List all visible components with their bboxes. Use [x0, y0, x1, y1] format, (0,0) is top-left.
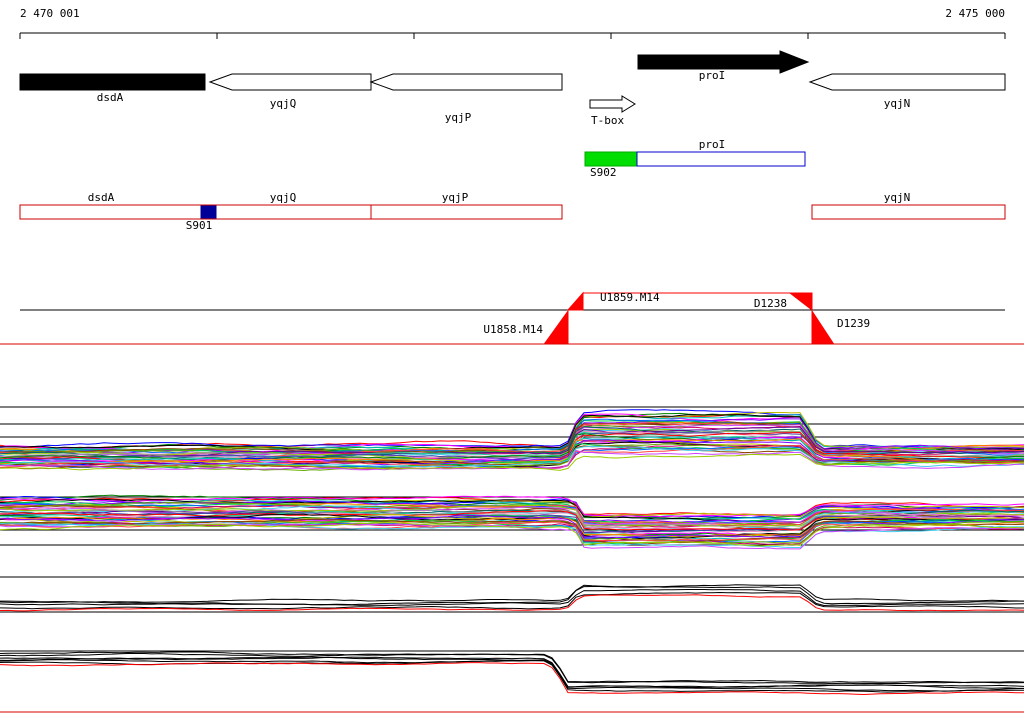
profile-line: [0, 662, 1024, 696]
profile-line: [0, 584, 1024, 603]
shift-ramp-U1858.M14: [544, 309, 569, 344]
gene-T-box[interactable]: [589, 95, 636, 113]
annotation-box-dsdA-yqjQ-yqjP[interactable]: [19, 204, 563, 220]
transcript-S902[interactable]: [584, 151, 638, 167]
profile-line: [0, 589, 1024, 607]
profile-line: [0, 660, 1024, 693]
profile-line: [0, 439, 1024, 466]
shift-ramp-D1239: [811, 309, 834, 344]
profile-line: [0, 591, 1024, 610]
gene-yqjQ[interactable]: [208, 73, 372, 91]
gene-proI[interactable]: [637, 50, 810, 74]
profile-line: [0, 495, 1024, 518]
profile-line: [0, 496, 1024, 516]
profile-line: [0, 443, 1024, 469]
profile-line: [0, 504, 1024, 527]
profile-line: [0, 518, 1024, 545]
profile-line: [0, 656, 1024, 689]
gene-label-T-box: T-box: [591, 114, 624, 127]
profile-line: [0, 453, 1024, 471]
shift-label-U1859.M14: U1859.M14: [600, 291, 660, 304]
profile-line: [0, 506, 1024, 526]
transcript-label-proI-mRNA: proI: [699, 138, 726, 151]
shift-ramp-U1859.M14: [566, 291, 584, 311]
gene-label-proI: proI: [699, 69, 726, 82]
gene-label-yqjP: yqjP: [445, 111, 472, 124]
ruler-end-coordinate: 2 475 000: [945, 7, 1005, 20]
profile-line: [0, 521, 1024, 542]
annotation-label: yqjN: [884, 191, 911, 204]
transcript-proI-mRNA[interactable]: [636, 151, 806, 167]
gene-label-yqjQ: yqjQ: [270, 97, 297, 110]
marker-label-S901: S901: [186, 219, 213, 232]
annotation-label: yqjQ: [270, 191, 297, 204]
gene-label-dsdA: dsdA: [97, 91, 124, 104]
transcript-label-S902: S902: [590, 166, 617, 179]
gene-label-yqjN: yqjN: [884, 97, 911, 110]
marker-S901[interactable]: [200, 205, 217, 219]
profile-line: [0, 412, 1024, 452]
gene-yqjP[interactable]: [369, 73, 563, 91]
gene-dsdA[interactable]: [19, 73, 206, 91]
gene-yqjN[interactable]: [808, 73, 1006, 91]
annotation-label: yqjP: [442, 191, 469, 204]
profile-line: [0, 409, 1024, 451]
profile-line: [0, 653, 1024, 685]
profile-line: [0, 594, 1024, 612]
profile-line: [0, 651, 1024, 684]
annotation-label: dsdA: [88, 191, 115, 204]
annotation-box-yqjN[interactable]: [811, 204, 1006, 220]
profile-line: [0, 445, 1024, 468]
profile-line: [0, 436, 1024, 464]
shift-ramp-D1238: [788, 292, 813, 312]
profile-line: [0, 521, 1024, 547]
ruler-start-coordinate: 2 470 001: [20, 7, 80, 20]
shift-label-D1239: D1239: [837, 317, 870, 330]
shift-label-U1858.M14: U1858.M14: [483, 323, 543, 336]
shift-label-D1238: D1238: [754, 297, 787, 310]
